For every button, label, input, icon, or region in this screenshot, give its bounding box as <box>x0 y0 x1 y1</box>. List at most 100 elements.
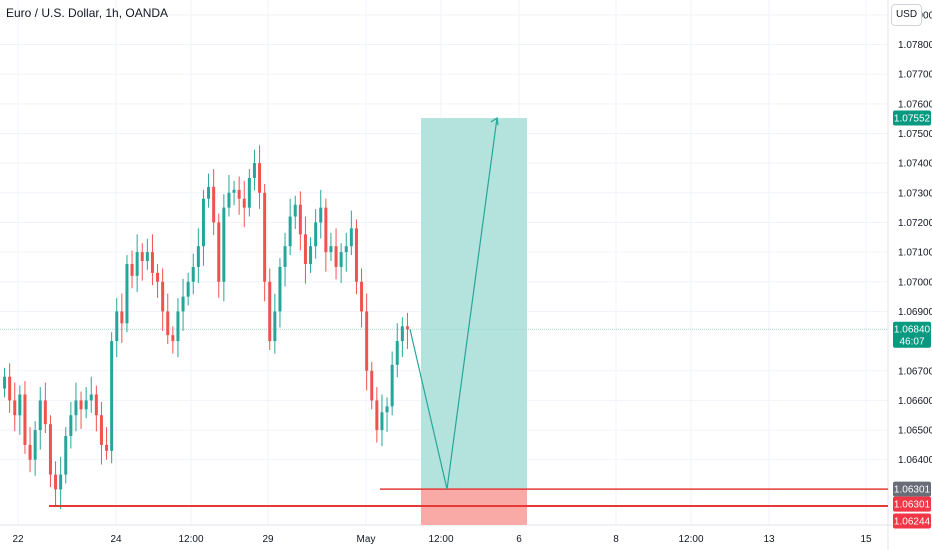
candle-body <box>48 424 52 475</box>
x-tick-label: 15 <box>860 534 872 545</box>
y-tick-label: 1.07600 <box>898 99 932 110</box>
projection-arrowhead <box>490 117 499 126</box>
candle-body <box>125 263 129 324</box>
candle-body <box>156 272 160 282</box>
loss-zone[interactable] <box>421 489 527 525</box>
currency-button[interactable]: USD <box>891 4 922 26</box>
candle-body <box>89 394 93 401</box>
candle-body <box>237 189 241 199</box>
candle-body <box>145 252 149 262</box>
y-tick-label: 1.06900 <box>898 307 932 318</box>
candle-body <box>319 207 323 223</box>
price-label-text: 1.06301 <box>894 500 931 511</box>
y-tick-label: 1.07200 <box>898 218 932 229</box>
x-tick-label: 12:00 <box>678 534 703 545</box>
y-tick-label: 1.07400 <box>898 159 932 170</box>
candle-body <box>380 412 384 431</box>
price-label-red <box>893 513 931 529</box>
candle-body <box>161 281 165 312</box>
x-tick-label: 29 <box>262 534 274 545</box>
y-tick-label: 1.06500 <box>898 426 932 437</box>
candle-body <box>105 444 109 451</box>
candle-body <box>252 163 256 178</box>
x-tick-label: 12:00 <box>178 534 203 545</box>
candle-body <box>354 228 358 282</box>
y-tick-label: 1.07500 <box>898 129 932 140</box>
projection-path[interactable] <box>409 117 498 490</box>
candle-body <box>120 311 124 324</box>
candle-body <box>130 263 134 276</box>
candle-body <box>324 207 328 253</box>
profit-zone[interactable] <box>421 118 527 490</box>
candle-body <box>227 192 231 208</box>
candle-body <box>339 252 343 267</box>
candle-body <box>181 296 185 312</box>
candle-body <box>140 252 144 262</box>
candle-body <box>171 335 175 342</box>
candle-body <box>79 400 83 410</box>
price-label-text: 1.07552 <box>894 114 931 125</box>
x-tick-label: 8 <box>613 534 619 545</box>
candle-body <box>360 281 364 312</box>
y-tick-label: 1.07800 <box>898 40 932 51</box>
candle-body <box>344 246 348 253</box>
x-tick-label: 22 <box>12 534 24 545</box>
candle-body <box>110 341 114 451</box>
candle-body <box>74 400 78 416</box>
candle-body <box>283 246 287 267</box>
candle-body <box>263 192 267 282</box>
candle-body <box>288 216 292 247</box>
candle-body <box>59 474 63 490</box>
candle-body <box>191 266 195 282</box>
candle-body <box>405 326 409 330</box>
candle-body <box>3 376 7 389</box>
candle-body <box>186 281 190 297</box>
x-tick-label: 12:00 <box>428 534 453 545</box>
candle-body <box>298 204 302 235</box>
candle-body <box>329 246 333 253</box>
candle-body <box>278 266 282 312</box>
candle-body <box>334 246 338 267</box>
price-label-gray <box>893 481 931 497</box>
candle-body <box>23 394 27 445</box>
candle-body <box>268 281 272 342</box>
candle-body <box>309 246 313 264</box>
y-tick-label: 1.06600 <box>898 396 932 407</box>
candle-body <box>258 163 262 193</box>
y-tick-label: 1.06400 <box>898 455 932 466</box>
x-tick-label: May <box>357 534 376 545</box>
x-tick-label: 6 <box>516 534 522 545</box>
countdown-label: 46:07 <box>899 337 924 348</box>
price-label-text: 1.06301 <box>894 485 931 496</box>
candle-body <box>201 198 205 247</box>
price-label-red <box>893 496 931 512</box>
price-label-current <box>893 321 931 348</box>
candle-body <box>196 246 200 267</box>
candle-body <box>54 474 58 490</box>
x-tick-label: 13 <box>763 534 775 545</box>
candle-body <box>18 394 22 416</box>
candle-body <box>365 311 369 371</box>
candle-body <box>84 400 88 410</box>
candle-body <box>135 252 139 276</box>
candle-body <box>247 177 251 208</box>
candle-body <box>207 186 211 199</box>
candle-body <box>232 189 236 193</box>
x-tick-label: 24 <box>110 534 122 545</box>
candle-body <box>349 228 353 247</box>
y-tick-label: 1.07100 <box>898 248 932 259</box>
candle-body <box>33 430 37 460</box>
candle-body <box>400 326 404 342</box>
candle-body <box>222 207 226 282</box>
candle-body <box>115 311 119 342</box>
y-tick-label: 1.07000 <box>898 277 932 288</box>
candle-body <box>38 400 42 431</box>
candle-body <box>43 400 47 425</box>
candle-body <box>370 370 374 401</box>
candle-body <box>395 341 399 365</box>
candle-body <box>314 222 318 247</box>
y-tick-label: 1.07300 <box>898 188 932 199</box>
candle-body <box>273 311 277 342</box>
price-label-text: 1.06244 <box>894 517 931 528</box>
